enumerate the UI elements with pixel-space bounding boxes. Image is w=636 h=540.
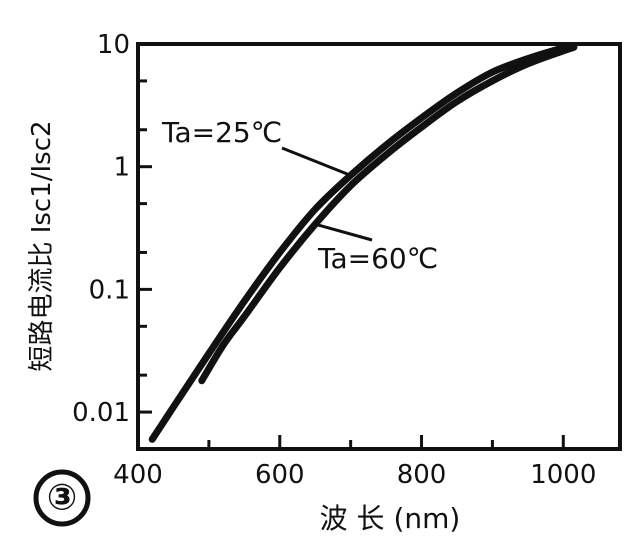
y-tick-label: 10 [97,30,130,60]
x-tick-label: 600 [255,460,305,490]
series-lines [148,42,578,443]
x-tick-label: 1000 [530,460,596,490]
annotation-ta60: Ta=60℃ [317,242,438,275]
annotation-leaders [281,146,373,242]
y-tick-label: 0.1 [89,275,130,305]
plot-frame [136,42,622,451]
y-tick-label: 1 [113,153,130,183]
series-line-ta25 [148,42,578,443]
x-axis-title: 波 长 (nm) [320,502,461,535]
x-tick-label: 800 [397,460,447,490]
panel-badge-circle [33,469,91,527]
panel-badge: ③ [33,469,91,527]
leader-line-ta25 [281,146,352,177]
annotation-ta25: Ta=25℃ [161,116,282,149]
x-tick-label: 400 [113,460,163,490]
y-tick-labels: 0.01 0.1 1 10 [72,30,130,428]
panel-badge-label: ③ [47,478,77,519]
series-line-ta60 [198,43,578,385]
y-tick-label: 0.01 [72,398,130,428]
x-tick-labels: 400 600 800 1000 [113,460,596,490]
leader-line-ta60 [314,222,373,242]
y-axis-title: 短路电流比 Isc1/Isc2 [27,120,57,371]
